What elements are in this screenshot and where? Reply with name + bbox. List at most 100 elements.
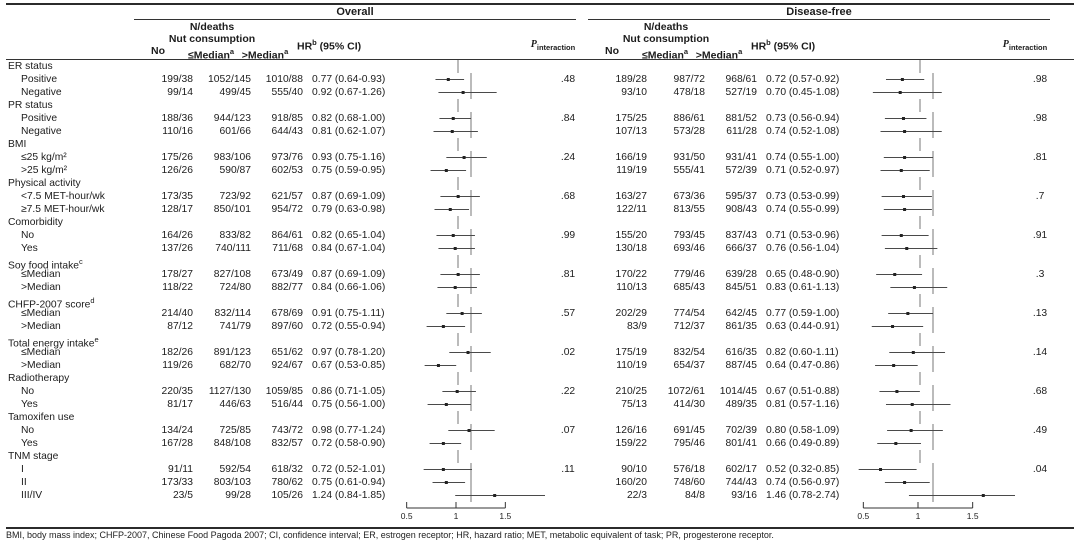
n-deaths-gt-cell: [242, 294, 292, 307]
n-deaths-gt-cell: [696, 138, 746, 151]
row-label: Yes: [21, 438, 38, 449]
n-deaths-no-cell: 155/20: [615, 230, 648, 241]
table-row: ≤25 kg/m² 175/26 983/106 973/76 0.93 (0.75-1…: [6, 151, 1074, 164]
group-label: TNM stage: [8, 451, 59, 462]
forest-plot-cell: [851, 385, 1015, 398]
svg-text:1.5: 1.5: [967, 511, 979, 521]
forest-plot-cell: [397, 112, 545, 125]
group-row: Total energy intakee: [6, 333, 1074, 349]
n-deaths-gt-cell: [242, 450, 292, 463]
table-row: >Median 87/12 741/79 897/60 0.72 (0.55-0.94)…: [6, 320, 1074, 333]
panel-gap: [591, 164, 603, 177]
p-interaction-cell: [1002, 372, 1052, 385]
header-nut-consumption: Nut consumption: [622, 33, 710, 45]
n-deaths-gt-cell: 639/28: [725, 269, 758, 280]
n-deaths-gt-cell: [696, 177, 746, 190]
bottom-rule: [6, 527, 1074, 529]
n-deaths-gt-cell: 744/43: [725, 477, 758, 488]
group-label: BMI: [8, 139, 27, 150]
forest-plot-cell: [397, 307, 545, 320]
table-body: ER status Positive 199/38 1052/145 1010/88 0.…: [6, 60, 1074, 502]
forest-plot-cell: [397, 398, 545, 411]
row-label: No: [21, 386, 35, 397]
panel-gap: [591, 489, 603, 502]
n-deaths-gt-cell: [696, 60, 746, 73]
p-interaction-cell: [532, 411, 578, 424]
panel-titles: Overall Disease-free: [6, 6, 1074, 20]
forest-plot-cell: [838, 138, 1002, 151]
forest-plot-cell: [851, 73, 1015, 86]
figure-footnote: BMI, body mass index; CHFP-2007, Chinese…: [6, 530, 774, 540]
n-deaths-le-cell: 576/18: [673, 464, 706, 475]
hr-ci-cell: [746, 255, 838, 268]
n-deaths-gt-cell: 832/57: [271, 438, 304, 449]
header-rule: [6, 59, 1074, 60]
n-deaths-le-cell: [638, 294, 696, 307]
hr-ci-cell: 0.64 (0.47-0.86): [766, 360, 840, 371]
hr-ci-cell: 0.87 (0.69-1.09): [312, 269, 386, 280]
p-interaction-cell: [532, 138, 578, 151]
hr-ci-cell: [292, 372, 384, 385]
hr-ci-cell: [746, 372, 838, 385]
n-deaths-gt-cell: [696, 294, 746, 307]
n-deaths-gt-cell: [242, 60, 292, 73]
n-deaths-gt-cell: 864/61: [271, 230, 304, 241]
n-deaths-le-cell: 673/36: [673, 191, 706, 202]
hr-ci-cell: 0.74 (0.55-1.00): [766, 152, 840, 163]
n-deaths-le-cell: 832/114: [214, 308, 251, 319]
p-interaction-cell: [545, 242, 591, 255]
p-interaction-cell: [532, 99, 578, 112]
panel-gap: [578, 255, 590, 268]
panel-gap: [591, 86, 603, 99]
n-deaths-no-cell: [136, 411, 184, 424]
svg-text:0.5: 0.5: [401, 511, 413, 521]
n-deaths-no-cell: [136, 450, 184, 463]
n-deaths-gt-cell: 611/28: [726, 126, 757, 137]
n-deaths-no-cell: 160/20: [615, 477, 648, 488]
table-row: Negative 110/16 601/66 644/43 0.81 (0.62-1.0…: [6, 125, 1074, 138]
row-label: Negative: [21, 87, 62, 98]
p-interaction-cell: .98: [1032, 113, 1048, 124]
table-row: No 220/35 1127/130 1059/85 0.86 (0.71-1.05).…: [6, 385, 1074, 398]
row-label: >25 kg/m²: [21, 165, 68, 176]
p-interaction-cell: .84: [560, 113, 576, 124]
n-deaths-no-cell: [590, 138, 638, 151]
p-interaction-cell: [545, 86, 591, 99]
n-deaths-gt-cell: [696, 255, 746, 268]
n-deaths-gt-cell: 105/26: [271, 490, 304, 501]
panel-gap: [591, 125, 603, 138]
n-deaths-gt-cell: 973/76: [271, 152, 304, 163]
hr-ci-cell: 1.24 (0.84-1.85): [312, 490, 386, 501]
p-interaction-cell: [545, 164, 591, 177]
row-label: ≤25 kg/m²: [21, 152, 67, 163]
table-row: ≥7.5 MET-hour/wk 128/17 850/101 954/72 0.79 …: [6, 203, 1074, 216]
n-deaths-le-cell: [638, 177, 696, 190]
n-deaths-gt-cell: 527/19: [725, 87, 758, 98]
n-deaths-no-cell: 188/36: [161, 113, 194, 124]
row-label: Negative: [21, 126, 62, 137]
hr-ci-cell: [292, 255, 384, 268]
n-deaths-gt-cell: 673/49: [271, 269, 304, 280]
n-deaths-le-cell: 724/80: [219, 282, 252, 293]
p-interaction-cell: [532, 177, 578, 190]
panel-gap: [591, 385, 603, 398]
table-row: >Median 119/26 682/70 924/67 0.67 (0.53-0.85…: [6, 359, 1074, 372]
forest-plot-cell: [397, 268, 545, 281]
row-label: Positive: [21, 113, 58, 124]
n-deaths-gt-cell: 1014/45: [719, 386, 757, 397]
n-deaths-gt-cell: 924/67: [271, 360, 304, 371]
p-interaction-cell: [1015, 476, 1065, 489]
p-interaction-cell: .49: [1032, 425, 1048, 436]
hr-ci-cell: 0.74 (0.52-1.08): [766, 126, 840, 137]
table-row: II 173/33 803/103 780/62 0.75 (0.61-0.94) 160…: [6, 476, 1074, 489]
n-deaths-le-cell: 84/8: [684, 490, 705, 501]
n-deaths-le-cell: 795/46: [673, 438, 706, 449]
hr-ci-cell: 0.80 (0.58-1.09): [766, 425, 840, 436]
panel-gap: [578, 138, 590, 151]
n-deaths-le-cell: [638, 372, 696, 385]
forest-plot-cell: [851, 229, 1015, 242]
n-deaths-no-cell: 110/13: [616, 282, 647, 293]
hr-ci-cell: 0.74 (0.55-0.99): [766, 204, 840, 215]
n-deaths-le-cell: 748/60: [673, 477, 706, 488]
n-deaths-le-cell: 555/41: [673, 165, 706, 176]
